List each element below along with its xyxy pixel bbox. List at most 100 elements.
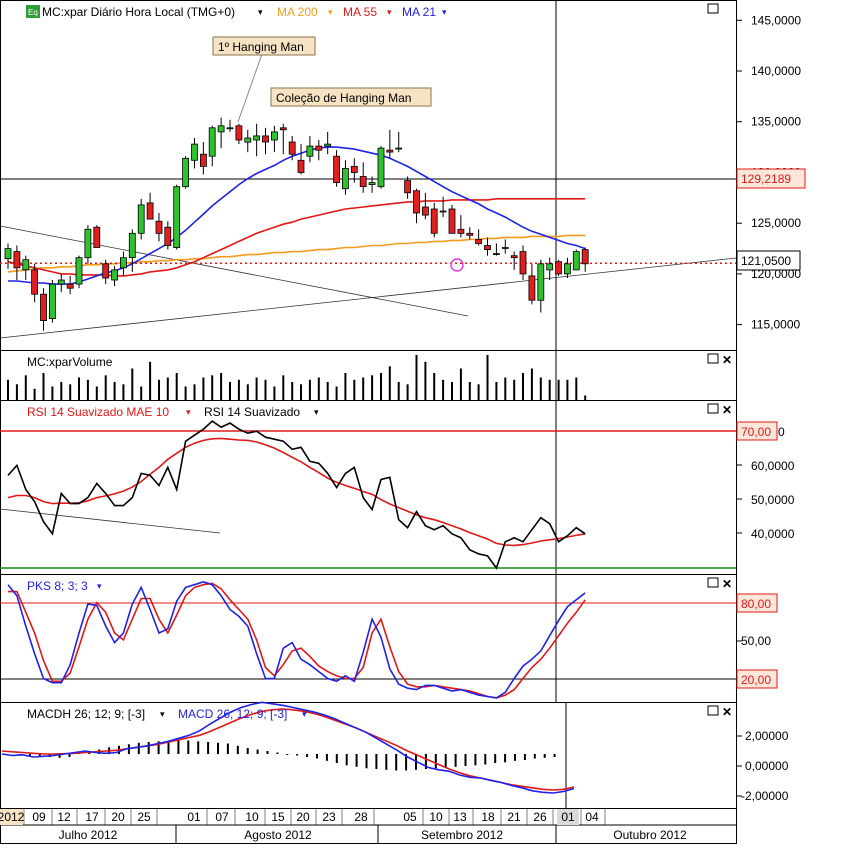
macd-maximize-icon[interactable]	[707, 705, 719, 716]
time-axis-month: Setembro 2012	[421, 828, 503, 842]
pks-close-icon[interactable]: ✕	[722, 577, 732, 591]
macd-hist-bar	[276, 752, 279, 754]
price-tick-label: 145,0000	[751, 13, 801, 27]
volume-bar	[282, 375, 285, 401]
candle	[413, 190, 420, 214]
candle	[164, 226, 172, 246]
marker-circle[interactable]	[450, 258, 464, 272]
macd-hist-bar	[533, 754, 536, 759]
time-axis-frame	[0, 808, 737, 844]
ma55-dropdown-icon[interactable]: ▾	[387, 7, 392, 17]
macd-hist-bar	[553, 754, 556, 757]
macdh-dropdown-icon[interactable]: ▾	[160, 709, 165, 719]
rsi-tick-70-suffix: 0	[778, 425, 785, 439]
candle	[457, 228, 465, 234]
volume-bar	[255, 377, 258, 400]
ma21-dropdown-icon[interactable]: ▾	[442, 7, 447, 17]
volume-bar	[539, 377, 542, 400]
volume-bar	[78, 377, 80, 400]
volume-bar	[220, 373, 223, 400]
ma200-dropdown-icon[interactable]: ▾	[328, 7, 333, 17]
title-dropdown-icon[interactable]: ▾	[258, 7, 263, 17]
pks-80-box	[736, 593, 778, 613]
symbol-badge[interactable]	[26, 5, 40, 18]
ma21-legend[interactable]: MA 21	[402, 5, 436, 19]
candle	[182, 157, 190, 188]
volume-bar	[104, 375, 107, 401]
volume-bar	[317, 377, 320, 400]
macd-close-icon[interactable]: ✕	[722, 705, 732, 719]
candle	[279, 127, 287, 131]
macd-hist-bar	[226, 743, 229, 754]
macd-hist-bar	[296, 754, 299, 756]
time-axis-day: 25	[137, 810, 151, 824]
volume-bar	[184, 386, 187, 400]
macd-legend[interactable]: MACD 26; 12; 9; [-3]	[178, 707, 287, 721]
macd-hist-bar	[454, 754, 457, 767]
volume-bar	[149, 361, 152, 401]
candle	[120, 257, 127, 269]
macd-dropdown-icon[interactable]: ▾	[302, 709, 307, 719]
ma55-legend[interactable]: MA 55	[343, 5, 377, 19]
macd-hist-bar	[167, 741, 170, 755]
rsi-70-box	[736, 421, 778, 441]
pks-maximize-icon[interactable]	[707, 577, 719, 588]
pks-dropdown-icon[interactable]: ▾	[97, 581, 102, 591]
time-axis-days: 2012 09 12 17 20 25 01 07 10 15 20 23 28 05 10 13 18 21 26…	[0, 809, 606, 825]
candles[interactable]	[4, 117, 589, 331]
rsi-tick-70: 70,00	[741, 425, 771, 439]
pks-legend[interactable]: PKS 8; 3; 3	[27, 579, 88, 593]
time-axis-day: 04	[585, 810, 599, 824]
candle	[448, 208, 456, 234]
volume-close-icon[interactable]: ✕	[722, 353, 732, 367]
volume-panel-title[interactable]: MC:xparVolume	[27, 355, 113, 369]
candle	[572, 251, 580, 271]
macd-histogram[interactable]	[19, 740, 556, 771]
annotation-first-hanging-man-box[interactable]	[212, 36, 316, 56]
rsi-lines[interactable]	[7, 420, 586, 570]
volume-bar	[273, 386, 276, 400]
macd-hist-bar	[464, 754, 467, 766]
volume-bars[interactable]	[7, 355, 587, 401]
macd-hist-bar	[286, 754, 289, 755]
chart-title[interactable]: MC:xpar Diário Hora Local (TMG+0)	[42, 5, 235, 19]
price-tick-label: 135,0000	[751, 115, 801, 129]
symbol-badge-label: Eq	[28, 8, 38, 17]
rsi-signal-dropdown-icon[interactable]: ▾	[186, 407, 191, 417]
annotation-collection-box[interactable]	[270, 87, 432, 107]
volume-bar	[486, 355, 489, 400]
candle	[546, 263, 554, 271]
pks-lines[interactable]	[7, 581, 586, 699]
volume-bar	[291, 382, 294, 400]
rsi-close-icon[interactable]: ✕	[722, 403, 732, 417]
trendline-down[interactable]	[0, 225, 469, 317]
volume-maximize-icon[interactable]	[707, 353, 719, 364]
rsi-trendline[interactable]	[0, 508, 221, 534]
candle	[262, 135, 269, 143]
candle	[537, 263, 545, 301]
macd-lines[interactable]	[1, 701, 575, 794]
time-axis-day: 09	[32, 810, 46, 824]
candle	[386, 149, 394, 153]
volume-bar	[122, 384, 125, 400]
volume-bar	[69, 384, 72, 400]
volume-bar	[33, 388, 36, 401]
candle	[270, 131, 278, 141]
rsi-maximize-icon[interactable]	[707, 403, 719, 414]
price-panel-maximize-icon[interactable]	[707, 3, 719, 14]
rsi-signal-legend[interactable]: RSI 14 Suavizado MAE 10	[27, 405, 169, 419]
ma200-legend[interactable]: MA 200	[277, 5, 318, 19]
volume-bar	[495, 382, 498, 400]
macd-hist-bar	[256, 749, 259, 754]
volume-bar	[397, 382, 400, 400]
trendline-up[interactable]	[0, 257, 737, 339]
macdh-legend[interactable]: MACDH 26; 12; 9; [-3]	[27, 707, 145, 721]
rsi-legend[interactable]: RSI 14 Suavizado	[204, 405, 300, 419]
volume-bar	[566, 379, 569, 401]
macd-hist-bar	[395, 754, 398, 771]
pks-20-box	[736, 669, 778, 689]
rsi-dropdown-icon[interactable]: ▾	[314, 407, 319, 417]
volume-bar	[237, 379, 240, 401]
